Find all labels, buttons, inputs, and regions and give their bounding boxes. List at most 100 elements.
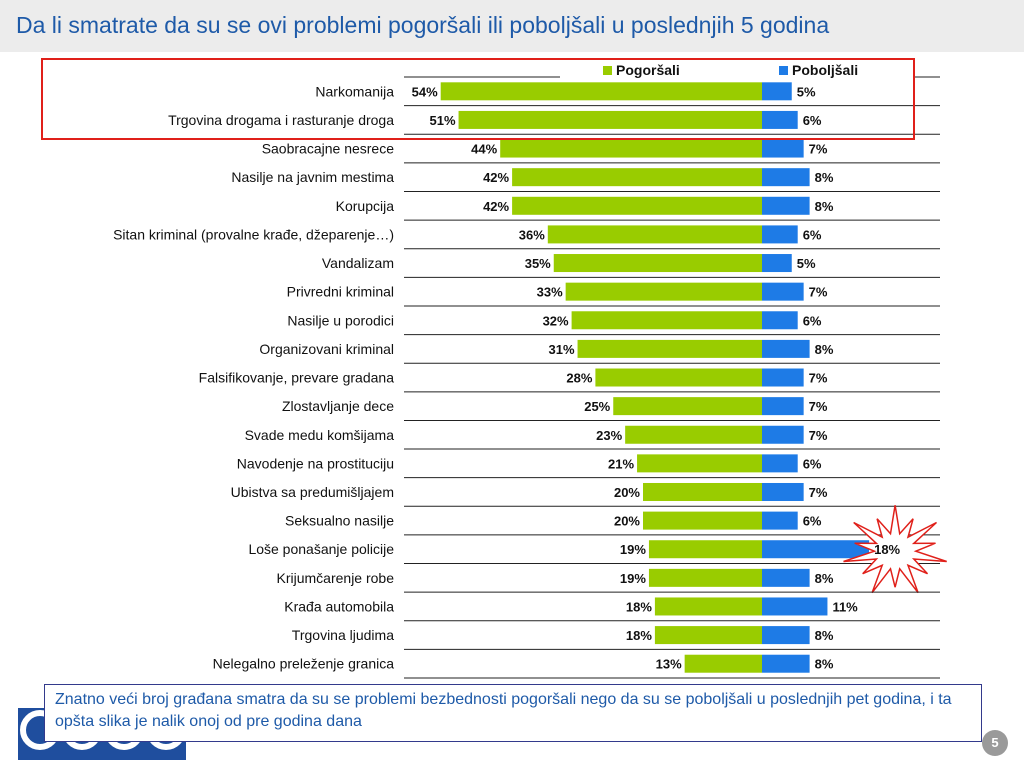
value-label-poboljsali: 6% xyxy=(803,227,822,242)
bar-pogorsali xyxy=(458,110,762,129)
bar-poboljsali xyxy=(762,397,804,416)
value-label-poboljsali: 8% xyxy=(815,628,834,643)
value-label-poboljsali: 6% xyxy=(803,456,822,471)
value-label-poboljsali: 7% xyxy=(809,371,828,386)
category-label: Korupcija xyxy=(336,198,395,214)
bar-poboljsali xyxy=(762,311,798,330)
category-label: Vandalizam xyxy=(322,255,394,271)
value-label-pogorsali: 36% xyxy=(519,227,545,242)
starburst-callout xyxy=(843,505,947,594)
bar-pogorsali xyxy=(553,254,762,273)
value-label-poboljsali: 6% xyxy=(803,514,822,529)
value-label-poboljsali: 8% xyxy=(815,571,834,586)
bar-poboljsali xyxy=(762,654,810,673)
value-label-poboljsali: 8% xyxy=(815,342,834,357)
bar-pogorsali xyxy=(565,282,762,301)
category-label: Trgovina ljudima xyxy=(292,627,394,643)
category-label: Saobracajne nesrece xyxy=(262,141,395,157)
value-label-pogorsali: 42% xyxy=(483,170,509,185)
legend-label-pogorsali: Pogoršali xyxy=(616,62,680,78)
value-label-poboljsali: 8% xyxy=(815,657,834,672)
category-label: Svade medu komšijama xyxy=(245,427,395,443)
bar-poboljsali xyxy=(762,568,810,587)
bar-pogorsali xyxy=(684,654,762,673)
note-text: Znatno veći broj građana smatra da su se… xyxy=(55,691,952,730)
bar-pogorsali xyxy=(654,626,762,645)
slide-title: Da li smatrate da su se ovi problemi pog… xyxy=(16,12,830,38)
bar-poboljsali xyxy=(762,168,810,187)
bar-poboljsali xyxy=(762,139,804,158)
bar-poboljsali xyxy=(762,225,798,244)
bar-pogorsali xyxy=(643,482,762,501)
bar-pogorsali xyxy=(512,196,762,215)
bar-poboljsali xyxy=(762,482,804,501)
value-label-pogorsali: 19% xyxy=(620,542,646,557)
highlight-box xyxy=(41,58,915,140)
bar-pogorsali xyxy=(613,397,762,416)
bar-pogorsali xyxy=(547,225,762,244)
value-label-poboljsali: 8% xyxy=(815,170,834,185)
bar-pogorsali xyxy=(648,568,762,587)
category-label: Zlostavljanje dece xyxy=(282,398,394,414)
category-label: Organizovani kriminal xyxy=(259,341,394,357)
legend-swatch-pogorsali xyxy=(603,66,612,75)
bar-poboljsali xyxy=(762,282,804,301)
value-label-poboljsali: 7% xyxy=(809,142,828,157)
value-label-poboljsali: 7% xyxy=(809,285,828,300)
bar-poboljsali xyxy=(762,339,810,358)
value-label-pogorsali: 42% xyxy=(483,199,509,214)
bar-poboljsali xyxy=(762,82,792,101)
category-label: Sitan kriminal (provalne krađe, džeparen… xyxy=(113,226,394,242)
bar-poboljsali xyxy=(762,368,804,387)
bar-chart: Pogoršali Poboljšali Narkomanija 54% 5% Trgov… xyxy=(113,62,947,679)
value-label-pogorsali: 18% xyxy=(626,599,652,614)
value-label-poboljsali: 7% xyxy=(809,485,828,500)
title-bar xyxy=(0,0,1024,52)
category-label: Narkomanija xyxy=(315,83,394,99)
value-label-poboljsali: 7% xyxy=(809,399,828,414)
bar-poboljsali xyxy=(762,196,810,215)
bar-poboljsali xyxy=(762,110,798,129)
bar-pogorsali xyxy=(512,168,762,187)
value-label-pogorsali: 54% xyxy=(412,84,438,99)
bar-poboljsali xyxy=(762,626,810,645)
category-label: Falsifikovanje, prevare gradana xyxy=(199,370,395,386)
category-label: Seksualno nasilje xyxy=(285,513,394,529)
value-label-pogorsali: 44% xyxy=(471,142,497,157)
value-label-pogorsali: 25% xyxy=(584,399,610,414)
bar-pogorsali xyxy=(500,139,762,158)
category-label: Navodenje na prostituciju xyxy=(237,455,394,471)
bar-poboljsali xyxy=(762,597,828,616)
category-label: Nasilje na javnim mestima xyxy=(231,169,394,185)
bar-pogorsali xyxy=(648,540,762,559)
value-label-pogorsali: 23% xyxy=(596,428,622,443)
category-label: Krijumčarenje robe xyxy=(277,570,395,586)
value-label-pogorsali: 33% xyxy=(537,285,563,300)
value-label-pogorsali: 13% xyxy=(656,657,682,672)
legend-swatch-poboljsali xyxy=(779,66,788,75)
value-label-pogorsali: 28% xyxy=(566,371,592,386)
value-label-poboljsali: 5% xyxy=(797,256,816,271)
value-label-poboljsali: 5% xyxy=(797,84,816,99)
bar-pogorsali xyxy=(571,311,762,330)
legend-label-poboljsali: Poboljšali xyxy=(792,62,858,78)
bar-poboljsali xyxy=(762,425,804,444)
bar-pogorsali xyxy=(440,82,762,101)
bar-pogorsali xyxy=(637,454,762,473)
category-label: Nelegalno preleženje granica xyxy=(213,656,395,672)
category-label: Trgovina drogama i rasturanje droga xyxy=(168,112,394,128)
value-label-pogorsali: 20% xyxy=(614,514,640,529)
bar-poboljsali xyxy=(762,540,870,559)
category-label: Nasilje u porodici xyxy=(287,312,394,328)
bar-pogorsali xyxy=(643,511,762,530)
bar-pogorsali xyxy=(654,597,762,616)
page-number: 5 xyxy=(982,730,1008,756)
value-label-poboljsali: 8% xyxy=(815,199,834,214)
category-label: Ubistva sa predumišljajem xyxy=(231,484,394,500)
category-label: Privredni kriminal xyxy=(287,284,394,300)
value-label-poboljsali: 7% xyxy=(809,428,828,443)
value-label-pogorsali: 35% xyxy=(525,256,551,271)
bar-pogorsali xyxy=(595,368,762,387)
bar-poboljsali xyxy=(762,254,792,273)
category-label: Loše ponašanje policije xyxy=(248,541,394,557)
